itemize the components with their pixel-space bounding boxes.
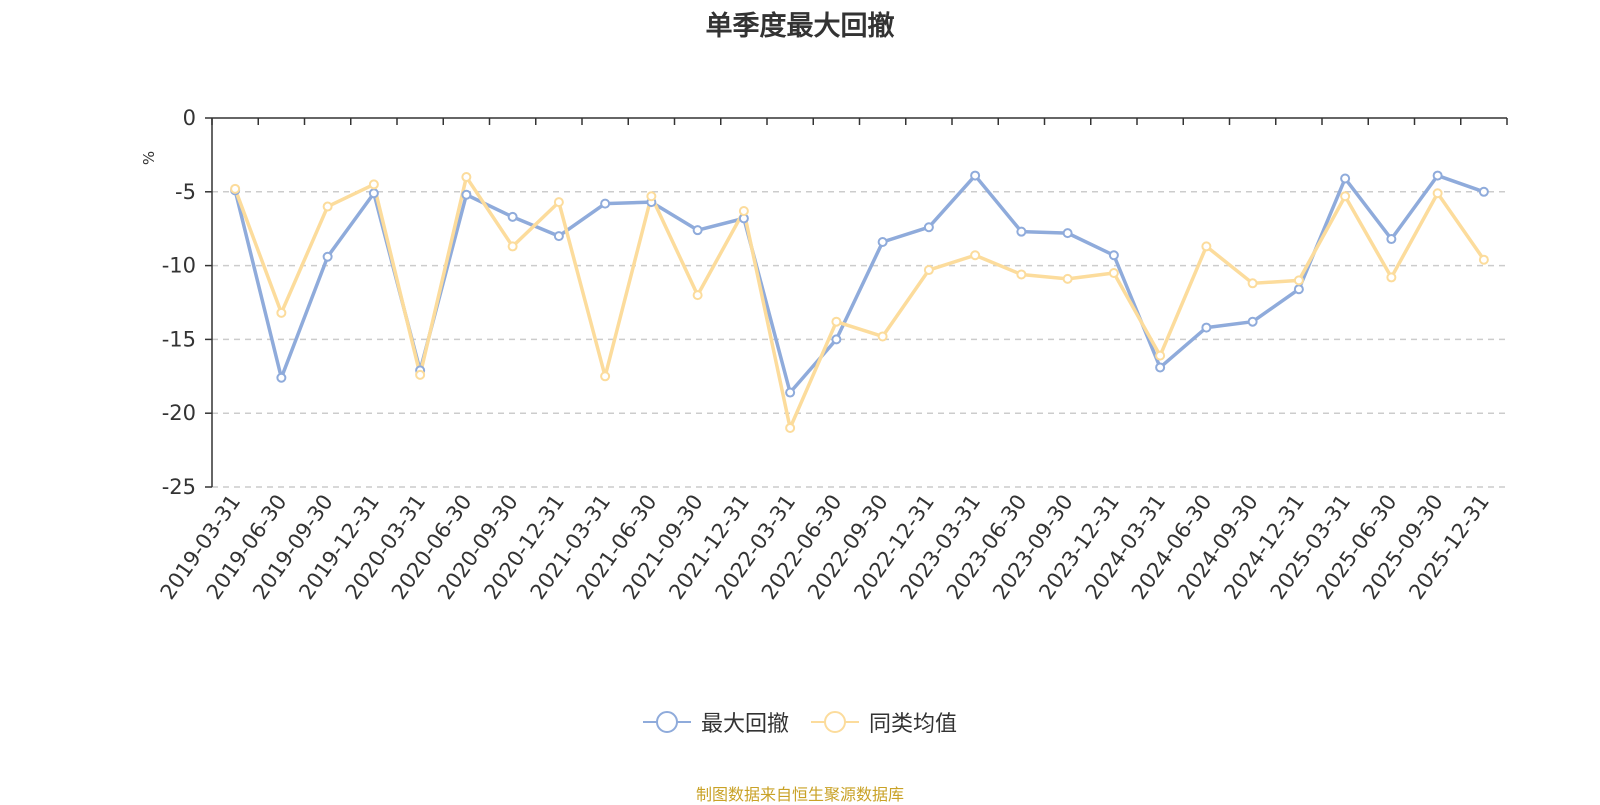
data-point-series-1 [553,231,564,242]
grid-lines [212,191,1507,488]
data-point-series-2 [230,183,241,194]
data-point-series-2 [1155,350,1166,361]
data-point-series-2 [415,369,426,380]
axis-labels: 0-5-10-15-20-25%2019-03-312019-06-302019… [140,106,1494,604]
y-unit-label: % [140,151,158,165]
data-point-series-2 [553,197,564,208]
chart-title: 单季度最大回撤 [705,11,895,42]
data-point-series-1 [1432,170,1443,181]
data-point-series-2 [1478,254,1489,265]
data-point-series-2 [1432,188,1443,199]
data-point-series-1 [461,189,472,200]
data-point-series-2 [1340,191,1351,202]
data-point-series-1 [1108,250,1119,261]
data-point-series-1 [923,222,934,233]
data-point-series-1 [1247,316,1258,327]
data-point-series-1 [1340,173,1351,184]
data-point-series-2 [923,265,934,276]
data-point-series-1 [322,251,333,262]
axes [205,117,1508,488]
data-point-series-1 [1155,362,1166,373]
data-point-series-1 [1386,234,1397,245]
data-point-series-2 [461,172,472,183]
data-point-series-1 [692,225,703,236]
data-point-series-2 [1293,275,1304,286]
data-point-series-2 [646,191,657,202]
data-point-series-2 [276,307,287,318]
legend-label-series-1: 最大回撤 [700,712,789,737]
data-point-series-2 [507,241,518,252]
data-point-series-2 [738,205,749,216]
legend-label-series-2: 同类均值 [869,712,958,737]
data-point-series-2 [970,250,981,261]
data-point-series-2 [1201,241,1212,252]
data-point-series-1 [785,387,796,398]
data-point-series-2 [1062,273,1073,284]
data-point-series-2 [600,371,611,382]
legend: 最大回撤 同类均值 [0,706,1600,738]
data-point-series-1 [1201,322,1212,333]
data-point-series-1 [368,188,379,199]
legend-item-series-2[interactable]: 同类均值 [811,706,957,738]
y-tick-label: -20 [162,401,196,425]
data-point-series-1 [276,372,287,383]
y-tick-label: -15 [162,327,196,351]
data-point-series-1 [1293,284,1304,295]
data-point-series-2 [692,290,703,301]
data-point-series-1 [831,334,842,345]
legend-item-series-1[interactable]: 最大回撤 [642,706,789,738]
data-point-series-2 [322,201,333,212]
data-point-series-2 [1108,267,1119,278]
y-tick-label: -5 [175,180,196,204]
data-point-series-2 [785,422,796,433]
data-point-series-1 [507,211,518,222]
data-point-series-1 [970,170,981,181]
legend-marker-series-1 [642,711,691,733]
series-line-2 [233,175,1486,430]
data-point-series-1 [1016,226,1027,237]
legend-circle-series-1 [655,711,678,733]
data-point-series-1 [1062,228,1073,239]
y-tick-label: -10 [162,254,196,278]
series-lines [230,170,1489,433]
data-point-series-1 [1478,186,1489,197]
data-point-series-1 [600,198,611,209]
y-tick-label: 0 [183,106,196,130]
y-tick-label: -25 [162,475,196,499]
data-point-series-2 [1386,272,1397,283]
data-point-series-2 [877,331,888,342]
data-point-series-2 [1016,269,1027,280]
legend-marker-series-2 [811,711,859,733]
data-point-series-1 [877,236,888,247]
data-point-series-2 [368,179,379,190]
legend-circle-series-2 [824,711,846,733]
data-point-series-2 [831,316,842,327]
data-point-series-2 [1247,278,1258,289]
source-note: 制图数据来自恒生聚源数据库 [695,785,904,804]
